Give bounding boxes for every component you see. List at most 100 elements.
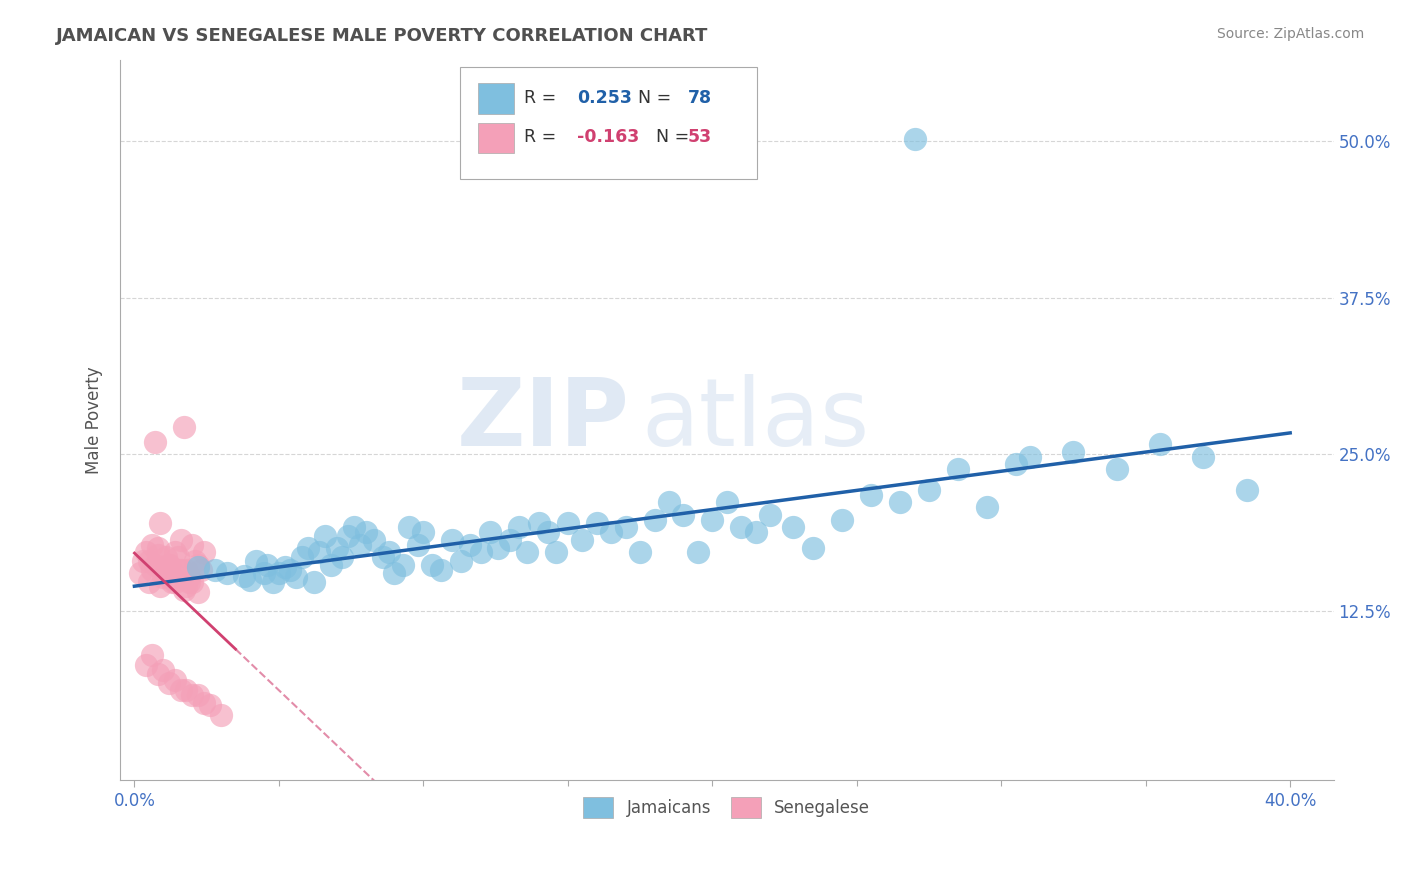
Text: 78: 78	[688, 89, 711, 107]
Point	[297, 541, 319, 556]
Point	[1062, 445, 1084, 459]
Text: N =: N =	[645, 128, 695, 146]
Point	[702, 513, 724, 527]
Point	[918, 483, 941, 497]
Point	[314, 529, 336, 543]
Point	[571, 533, 593, 547]
Point	[803, 541, 825, 556]
Point	[146, 541, 169, 556]
Point	[946, 462, 969, 476]
Point	[152, 563, 174, 577]
Point	[420, 558, 443, 572]
Point	[644, 513, 666, 527]
Point	[628, 545, 651, 559]
Point	[412, 525, 434, 540]
Point	[204, 563, 226, 577]
Point	[176, 579, 198, 593]
Point	[193, 545, 215, 559]
Point	[557, 516, 579, 531]
Point	[146, 666, 169, 681]
Point	[1105, 462, 1128, 476]
Point	[1004, 458, 1026, 472]
Point	[536, 525, 558, 540]
Point	[508, 520, 530, 534]
Point	[166, 550, 188, 565]
Point	[149, 579, 172, 593]
Point	[976, 500, 998, 514]
Point	[176, 563, 198, 577]
Text: R =: R =	[524, 128, 562, 146]
Point	[325, 541, 347, 556]
Point	[371, 550, 394, 565]
Point	[716, 495, 738, 509]
Point	[143, 558, 166, 572]
Point	[280, 563, 302, 577]
Point	[782, 520, 804, 534]
Point	[215, 566, 238, 581]
Point	[239, 573, 262, 587]
Point	[470, 545, 492, 559]
Point	[155, 566, 177, 581]
Point	[138, 554, 160, 568]
Point	[658, 495, 681, 509]
Point	[384, 566, 406, 581]
Point	[450, 554, 472, 568]
Point	[190, 563, 212, 577]
Point	[354, 525, 377, 540]
Point	[349, 538, 371, 552]
Point	[166, 563, 188, 577]
Bar	[478, 83, 515, 113]
Point	[169, 533, 191, 547]
Point	[585, 516, 607, 531]
Point	[173, 420, 195, 434]
Point	[262, 575, 284, 590]
Point	[1192, 450, 1215, 464]
Text: -0.163: -0.163	[578, 128, 640, 146]
Point	[686, 545, 709, 559]
Point	[184, 554, 207, 568]
Point	[730, 520, 752, 534]
Point	[132, 554, 155, 568]
Point	[149, 516, 172, 531]
Point	[672, 508, 695, 522]
Point	[337, 529, 360, 543]
Point	[135, 545, 157, 559]
Point	[135, 658, 157, 673]
Point	[398, 520, 420, 534]
Point	[187, 688, 209, 702]
Point	[600, 525, 623, 540]
Point	[1149, 437, 1171, 451]
Point	[152, 663, 174, 677]
Point	[157, 558, 180, 572]
Point	[527, 516, 550, 531]
Point	[302, 575, 325, 590]
Text: JAMAICAN VS SENEGALESE MALE POVERTY CORRELATION CHART: JAMAICAN VS SENEGALESE MALE POVERTY CORR…	[56, 27, 709, 45]
Point	[267, 566, 290, 581]
Point	[176, 683, 198, 698]
Point	[478, 525, 501, 540]
Text: atlas: atlas	[641, 374, 870, 466]
Point	[363, 533, 385, 547]
Point	[209, 708, 232, 723]
Y-axis label: Male Poverty: Male Poverty	[86, 366, 103, 474]
Point	[744, 525, 766, 540]
Text: 0.253: 0.253	[578, 89, 633, 107]
Point	[245, 554, 267, 568]
Point	[141, 648, 163, 662]
Point	[181, 538, 204, 552]
Point	[285, 570, 308, 584]
Point	[169, 683, 191, 698]
Point	[273, 560, 295, 574]
Point	[343, 520, 366, 534]
Point	[181, 575, 204, 590]
Point	[889, 495, 911, 509]
Point	[253, 566, 276, 581]
Point	[169, 563, 191, 577]
Point	[163, 575, 186, 590]
FancyBboxPatch shape	[460, 67, 756, 178]
Point	[546, 545, 568, 559]
Point	[233, 569, 256, 583]
Point	[1236, 483, 1258, 497]
Point	[614, 520, 637, 534]
Point	[831, 513, 853, 527]
